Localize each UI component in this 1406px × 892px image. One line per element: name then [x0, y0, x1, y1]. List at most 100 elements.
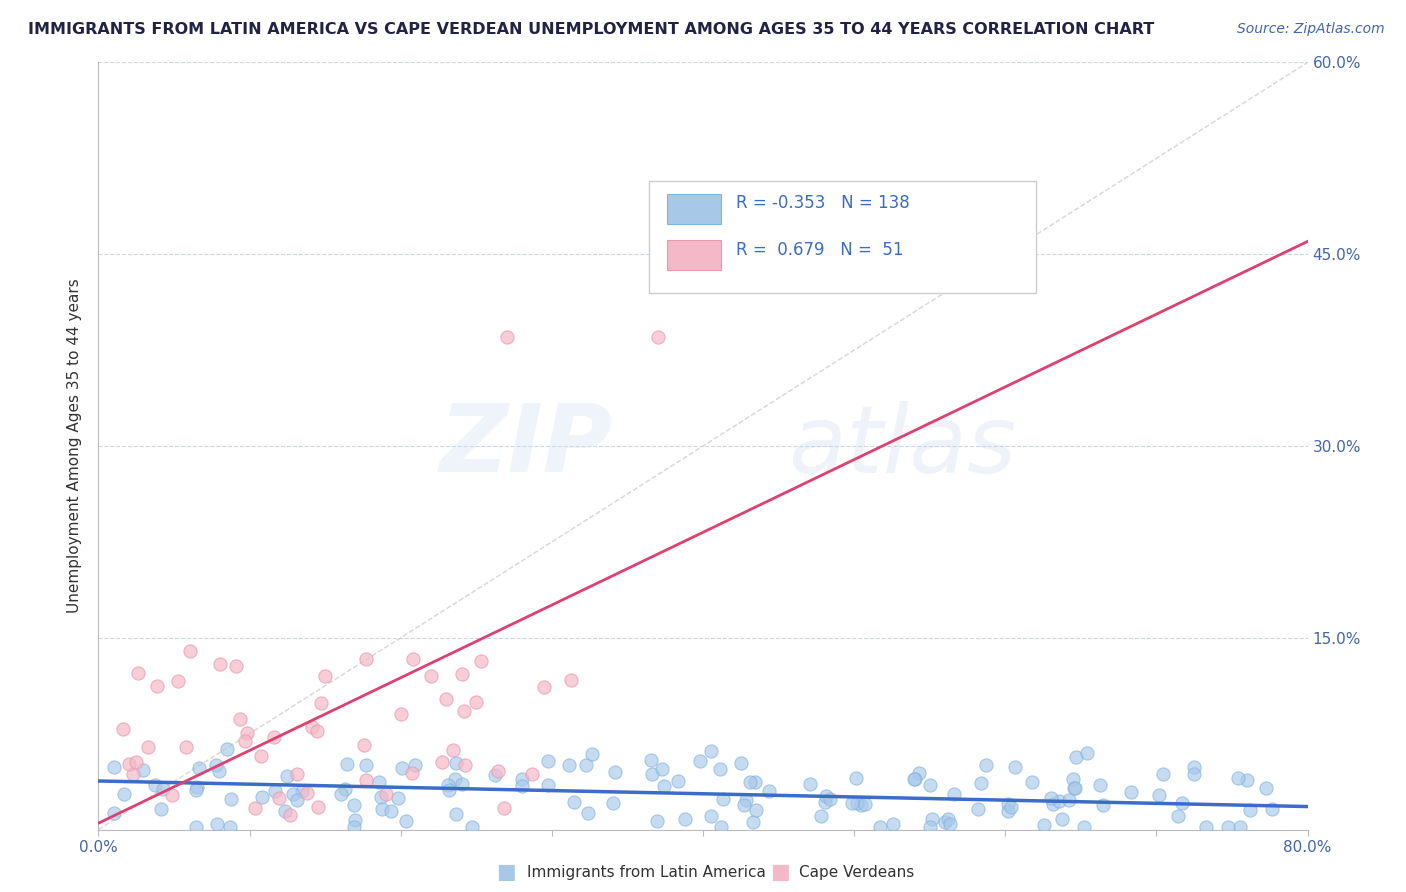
Point — [152, 782, 174, 797]
Point — [602, 796, 624, 810]
FancyBboxPatch shape — [648, 181, 1035, 293]
Point — [1063, 780, 1085, 795]
Point — [1182, 759, 1205, 773]
Point — [387, 791, 409, 805]
Point — [575, 758, 598, 772]
Point — [103, 760, 125, 774]
Point — [1182, 767, 1205, 781]
Point — [370, 802, 392, 816]
Point — [495, 330, 517, 344]
Point — [269, 791, 291, 805]
Point — [510, 772, 533, 786]
Point — [430, 756, 453, 770]
Point — [391, 762, 413, 776]
Point — [1040, 791, 1063, 805]
Point — [738, 775, 761, 789]
Point — [187, 761, 209, 775]
Point — [1076, 746, 1098, 760]
Text: Cape Verdeans: Cape Verdeans — [799, 865, 914, 880]
Text: atlas: atlas — [787, 401, 1017, 491]
Point — [283, 788, 305, 802]
Point — [343, 813, 366, 827]
Point — [841, 797, 863, 811]
Point — [470, 654, 492, 668]
Point — [1062, 772, 1084, 786]
Text: R = -0.353   N = 138: R = -0.353 N = 138 — [735, 194, 910, 211]
Point — [970, 775, 993, 789]
Point — [395, 814, 418, 828]
Point — [1050, 812, 1073, 826]
Point — [314, 669, 336, 683]
Point — [389, 707, 412, 722]
Point — [943, 787, 966, 801]
Point — [904, 772, 927, 786]
Point — [666, 773, 689, 788]
Point — [125, 755, 148, 769]
Point — [1088, 778, 1111, 792]
Point — [285, 767, 308, 781]
Point — [219, 792, 242, 806]
Point — [1147, 788, 1170, 802]
Point — [122, 767, 145, 781]
Point — [143, 779, 166, 793]
Point — [229, 712, 252, 726]
Point — [454, 758, 477, 772]
FancyBboxPatch shape — [666, 194, 721, 224]
Point — [918, 778, 941, 792]
Point — [486, 764, 509, 778]
Point — [404, 757, 426, 772]
Point — [1073, 820, 1095, 834]
Point — [285, 793, 308, 807]
Point — [420, 669, 443, 683]
Point — [1092, 797, 1115, 812]
Point — [250, 789, 273, 804]
Point — [484, 768, 506, 782]
Point — [370, 790, 392, 805]
Point — [176, 739, 198, 754]
Point — [818, 792, 841, 806]
Point — [560, 673, 582, 687]
Text: Source: ZipAtlas.com: Source: ZipAtlas.com — [1237, 22, 1385, 37]
Point — [217, 741, 239, 756]
Point — [1195, 820, 1218, 834]
Point — [510, 779, 533, 793]
Point — [673, 813, 696, 827]
Point — [146, 679, 169, 693]
Point — [276, 769, 298, 783]
Point — [209, 657, 232, 672]
Point — [997, 804, 1019, 818]
Point — [112, 723, 135, 737]
Point — [1021, 774, 1043, 789]
Point — [380, 805, 402, 819]
Text: R =  0.679   N =  51: R = 0.679 N = 51 — [735, 242, 903, 260]
Point — [451, 777, 474, 791]
Point — [845, 771, 868, 785]
Text: ■: ■ — [496, 863, 516, 882]
Point — [444, 806, 467, 821]
Point — [814, 795, 837, 809]
Y-axis label: Unemployment Among Ages 35 to 44 years: Unemployment Among Ages 35 to 44 years — [67, 278, 83, 614]
Point — [233, 734, 256, 748]
Point — [307, 800, 329, 814]
Point — [936, 812, 959, 826]
Point — [1047, 794, 1070, 808]
Point — [700, 744, 723, 758]
Point — [127, 665, 149, 680]
Point — [335, 757, 357, 772]
Point — [562, 795, 585, 809]
Point — [354, 758, 377, 772]
Point — [263, 784, 285, 798]
Point — [869, 820, 891, 834]
Point — [741, 815, 763, 830]
Point — [149, 801, 172, 815]
Point — [444, 756, 467, 771]
Point — [103, 806, 125, 821]
Point — [236, 725, 259, 739]
Point — [918, 820, 941, 834]
Point — [443, 772, 465, 786]
Point — [225, 659, 247, 673]
Point — [921, 812, 943, 826]
Point — [184, 782, 207, 797]
Point — [1226, 771, 1249, 785]
Point — [647, 330, 669, 344]
